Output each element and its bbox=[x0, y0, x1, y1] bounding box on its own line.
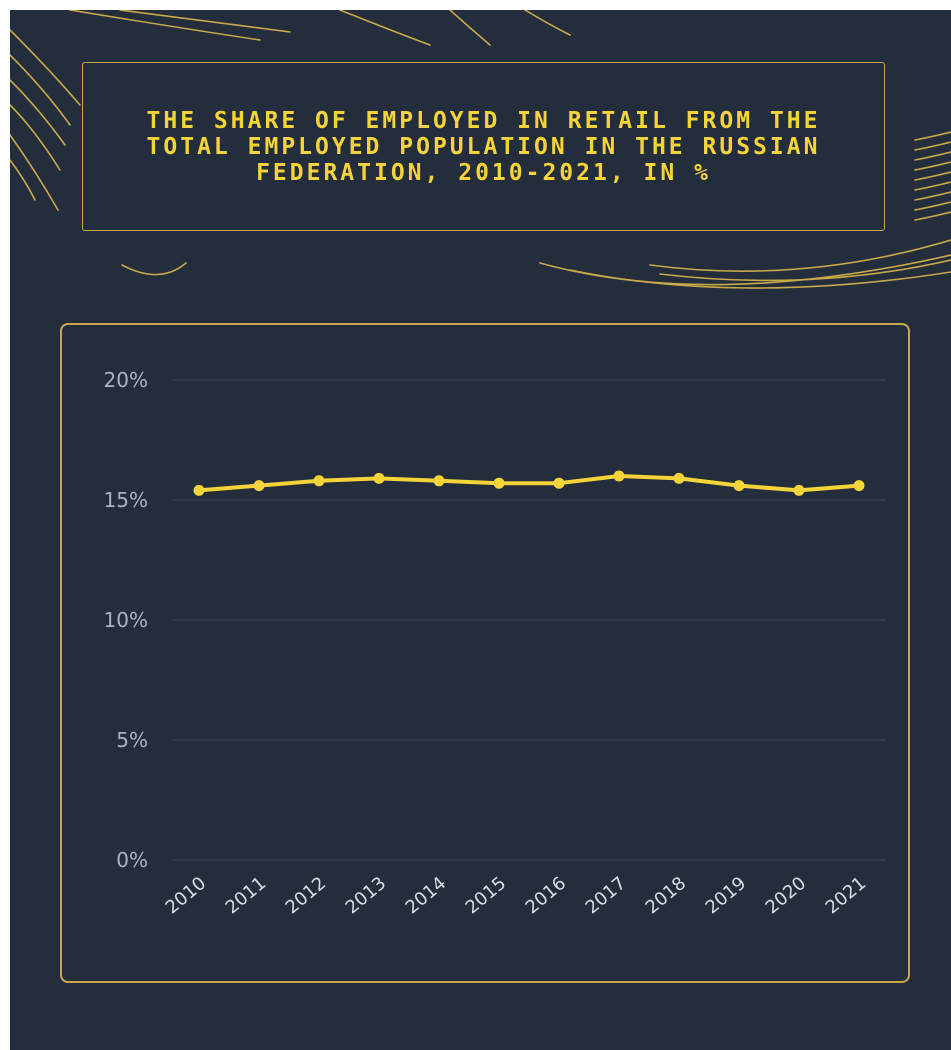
data-point bbox=[793, 484, 805, 496]
x-tick-label: 2019 bbox=[702, 873, 751, 919]
data-point bbox=[733, 480, 745, 492]
y-tick-label: 15% bbox=[104, 488, 148, 512]
x-tick-label: 2017 bbox=[582, 873, 631, 919]
x-tick-label: 2012 bbox=[282, 873, 331, 919]
series-layer bbox=[193, 470, 865, 496]
data-point bbox=[373, 472, 385, 484]
x-tick-label: 2014 bbox=[402, 873, 451, 919]
x-tick-label: 2016 bbox=[522, 873, 571, 919]
y-tick-label: 0% bbox=[116, 848, 148, 872]
x-tick-label: 2013 bbox=[342, 873, 391, 919]
x-tick-label: 2018 bbox=[642, 873, 691, 919]
data-point bbox=[493, 477, 505, 489]
data-point bbox=[553, 477, 565, 489]
x-tick-label: 2020 bbox=[762, 873, 811, 919]
data-point bbox=[433, 475, 445, 487]
data-point bbox=[313, 475, 325, 487]
chart-title: THE SHARE OF EMPLOYED IN RETAIL FROM THE… bbox=[146, 107, 821, 186]
data-point bbox=[253, 480, 265, 492]
x-tick-label: 2021 bbox=[822, 873, 871, 919]
y-tick-label: 5% bbox=[116, 728, 148, 752]
chart-panel: 0% 5% 10% 15% 20% 2010 2011 2012 2013 2014 2015 20… bbox=[60, 323, 910, 983]
data-point bbox=[673, 472, 685, 484]
y-tick-label: 20% bbox=[104, 368, 148, 392]
data-point bbox=[613, 470, 625, 482]
infographic-canvas: THE SHARE OF EMPLOYED IN RETAIL FROM THE… bbox=[10, 10, 951, 1050]
title-box: THE SHARE OF EMPLOYED IN RETAIL FROM THE… bbox=[82, 62, 885, 231]
x-tick-label: 2010 bbox=[162, 873, 211, 919]
y-axis-ticks: 0% 5% 10% 15% 20% bbox=[104, 368, 148, 872]
x-tick-label: 2011 bbox=[222, 873, 271, 919]
y-tick-label: 10% bbox=[104, 608, 148, 632]
x-tick-label: 2015 bbox=[462, 873, 511, 919]
series-line bbox=[197, 474, 861, 493]
x-axis-ticks: 2010 2011 2012 2013 2014 2015 2016 2017 2018 2019… bbox=[162, 873, 871, 919]
data-point bbox=[193, 484, 205, 496]
gridlines bbox=[172, 379, 886, 861]
line-chart: 0%5%10%15%20% 2010 2011 2012 2013 2014 2015 20… bbox=[104, 368, 886, 919]
data-point bbox=[853, 480, 865, 492]
decorative-lines bbox=[10, 10, 951, 289]
